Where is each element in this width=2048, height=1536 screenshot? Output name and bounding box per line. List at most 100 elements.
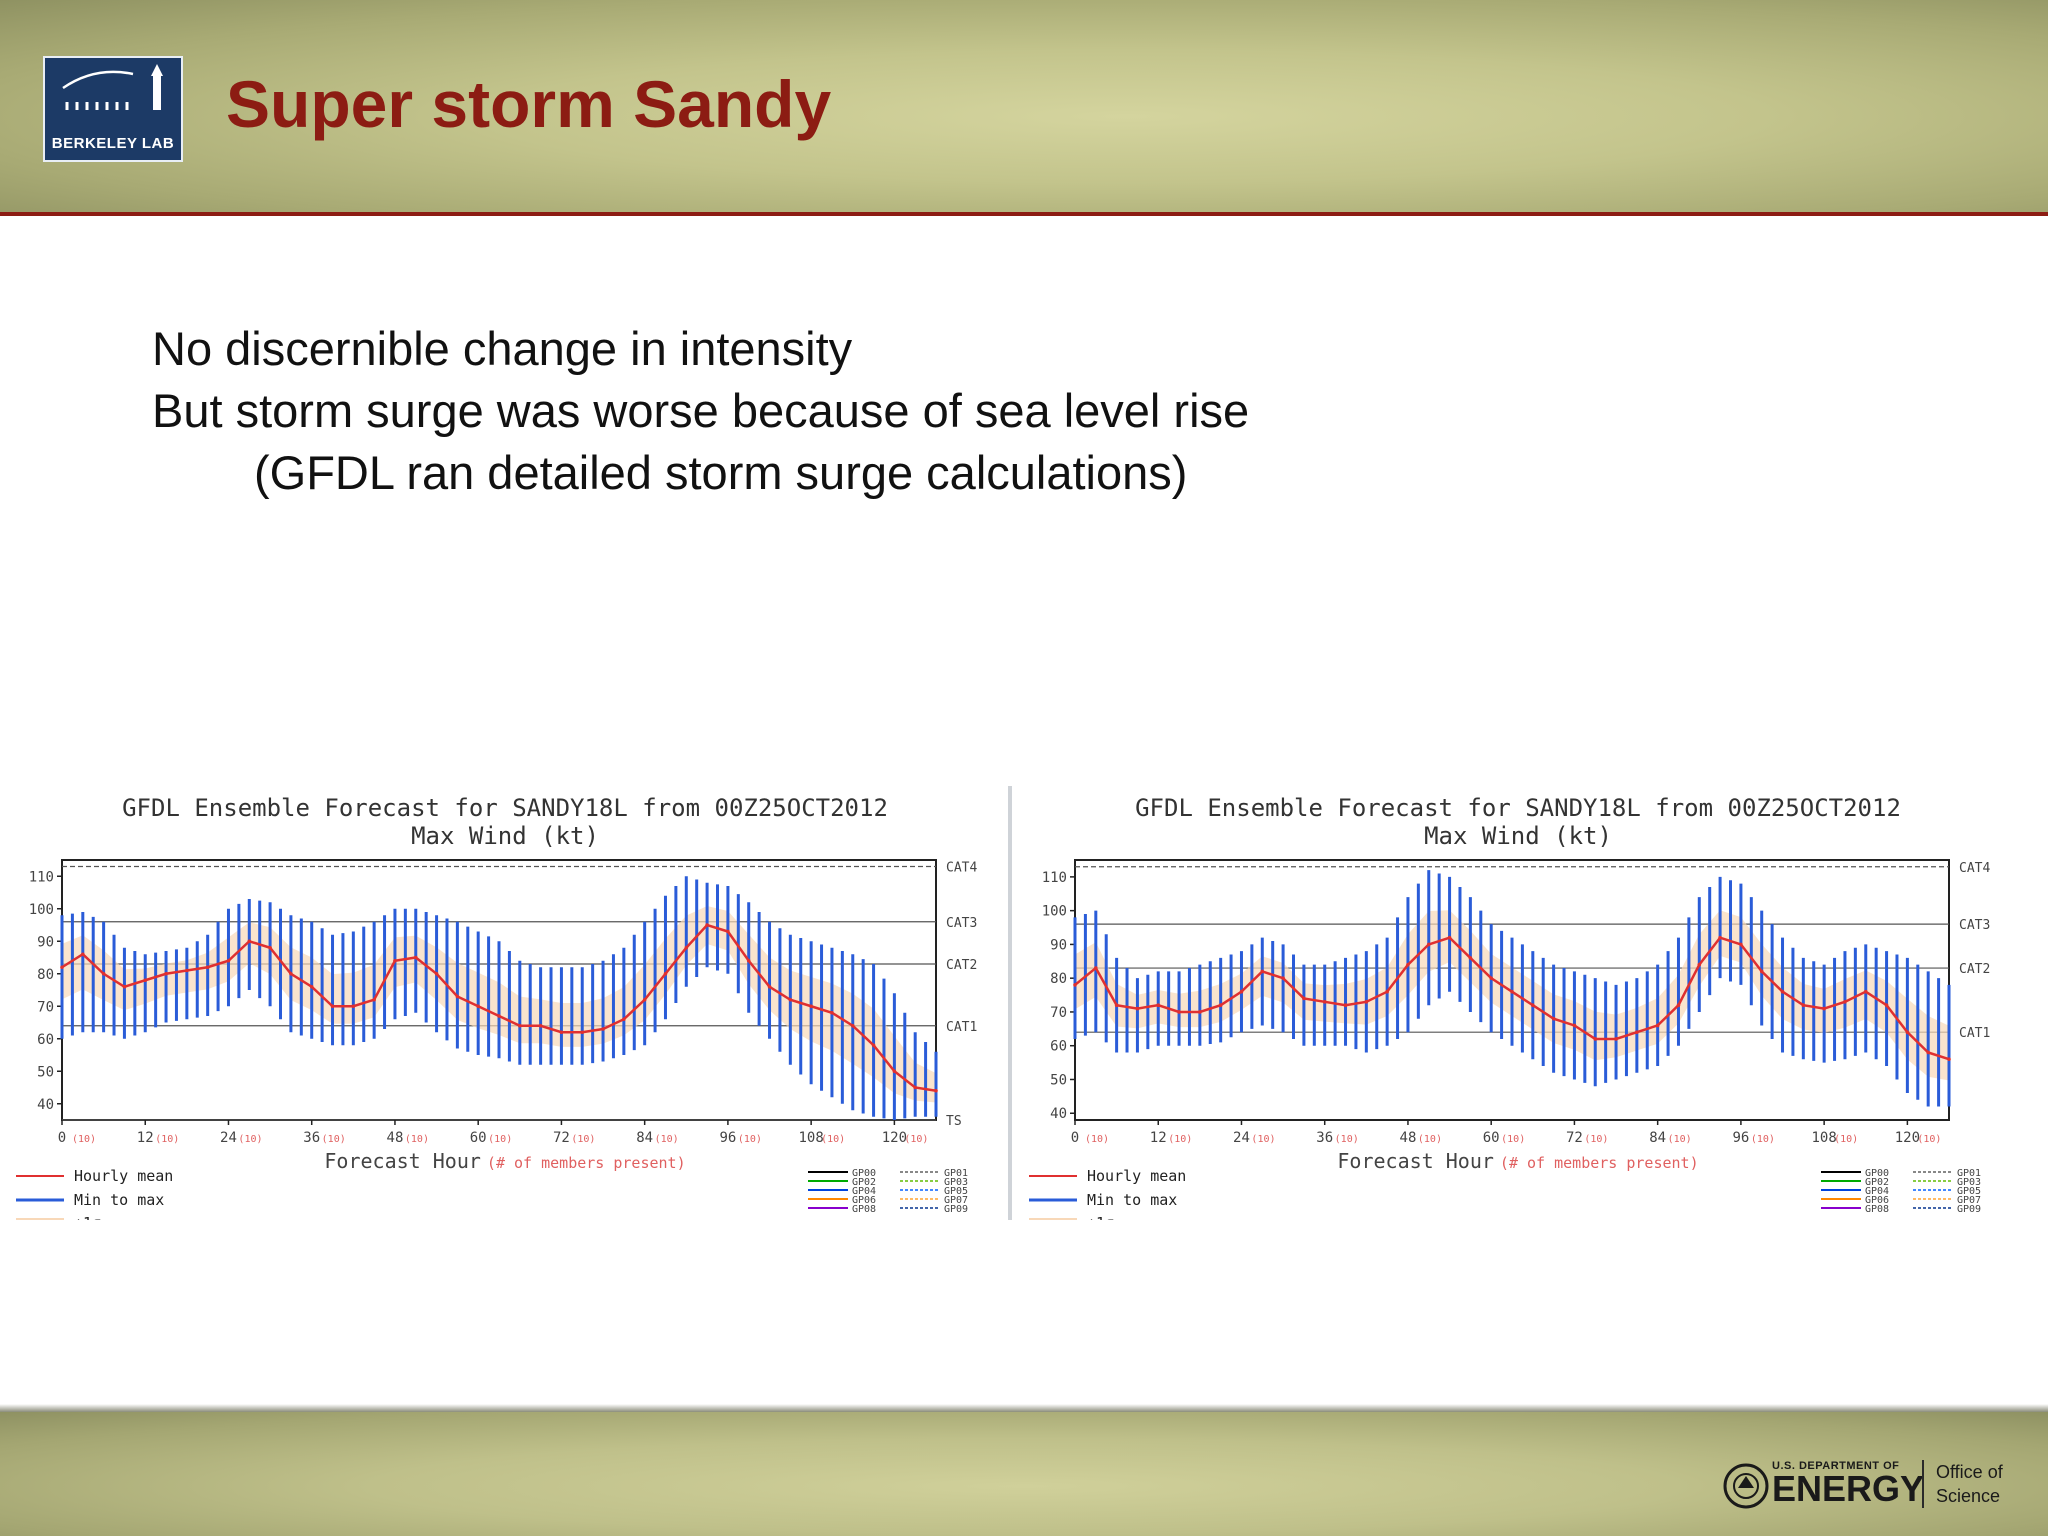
x-tick-label: 60 xyxy=(1483,1130,1500,1146)
x-tick-count: (10) xyxy=(655,1134,679,1145)
category-label-cat4: CAT4 xyxy=(1959,861,1990,876)
x-tick-count: (10) xyxy=(72,1134,96,1145)
y-tick-label: 80 xyxy=(1050,971,1067,987)
category-label-cat1: CAT1 xyxy=(1959,1026,1990,1041)
x-tick-count: (10) xyxy=(1251,1134,1275,1145)
x-tick-count: (10) xyxy=(488,1134,512,1145)
x-tick-count: (10) xyxy=(821,1134,845,1145)
y-tick-label: 70 xyxy=(1050,1005,1067,1021)
x-tick-label: 84 xyxy=(636,1130,653,1146)
slide-title: Super storm Sandy xyxy=(226,67,832,141)
x-tick-count: (10) xyxy=(155,1134,179,1145)
office-line-2: Science xyxy=(1936,1486,2001,1506)
mean-point xyxy=(1281,976,1285,980)
mean-point xyxy=(1239,989,1244,994)
mean-point xyxy=(726,929,730,934)
member-legend-label: GP00 xyxy=(1865,1168,1889,1179)
mean-point xyxy=(913,1085,917,1090)
mean-point xyxy=(101,971,106,976)
mean-point xyxy=(434,971,439,976)
mean-point xyxy=(1947,1057,1951,1062)
mean-point xyxy=(1718,935,1722,940)
office-line-1: Office of xyxy=(1936,1462,2003,1482)
mean-point xyxy=(1739,942,1743,947)
mean-point xyxy=(1780,989,1785,994)
berkeley-lab-logo: BERKELEY LAB xyxy=(43,56,183,162)
legend-sigma-label: ±1σ xyxy=(74,1214,101,1220)
header-divider xyxy=(0,212,2048,216)
x-tick-label: 12 xyxy=(137,1130,154,1146)
berkeley-lab-emblem-icon xyxy=(62,64,163,110)
bullet-line-3: (GFDL ran detailed storm surge calculati… xyxy=(254,446,1188,499)
x-tick-label: 12 xyxy=(1150,1130,1167,1146)
member-legend-label: GP04 xyxy=(1865,1186,1889,1197)
x-tick-count: (10) xyxy=(904,1134,928,1145)
mean-point xyxy=(1489,976,1493,980)
mean-point xyxy=(1447,935,1452,940)
x-tick-label: 24 xyxy=(220,1130,237,1146)
mean-point xyxy=(892,1069,897,1074)
chart-subtitle: Max Wind (kt) xyxy=(411,822,599,850)
y-tick-label: 100 xyxy=(1042,904,1067,920)
ensemble-forecast-chart-right: GFDL Ensemble Forecast for SANDY18L from… xyxy=(1029,794,1990,1220)
mean-point xyxy=(393,958,397,963)
doe-separator xyxy=(1922,1460,1924,1508)
mean-point xyxy=(1822,1006,1826,1011)
mean-point xyxy=(205,965,210,970)
x-tick-label: 120 xyxy=(1895,1130,1920,1146)
x-tick-label: 24 xyxy=(1233,1130,1250,1146)
y-tick-label: 50 xyxy=(1050,1072,1067,1088)
legend-sigma-swatch xyxy=(16,1218,64,1220)
doe-seal-icon xyxy=(1723,1463,1769,1509)
x-axis-label: Forecast Hour (# of members present) xyxy=(1337,1149,1698,1173)
x-tick-count: (10) xyxy=(1168,1134,1192,1145)
member-legend-label: GP07 xyxy=(944,1195,968,1206)
x-tick-count: (10) xyxy=(738,1134,762,1145)
mean-point xyxy=(830,1010,834,1015)
mean-point xyxy=(351,1004,356,1009)
member-legend-label: GP09 xyxy=(944,1204,968,1215)
mean-point xyxy=(1551,1016,1556,1021)
mean-point xyxy=(372,997,376,1002)
mean-point xyxy=(1593,1037,1598,1041)
mean-point xyxy=(497,1014,501,1018)
mean-point xyxy=(1385,989,1389,994)
category-label-cat1: CAT1 xyxy=(946,1020,977,1035)
chart-title: GFDL Ensemble Forecast for SANDY18L from… xyxy=(122,794,888,822)
x-tick-count: (10) xyxy=(1085,1134,1109,1145)
y-tick-label: 110 xyxy=(1042,870,1067,886)
mean-point xyxy=(164,971,168,976)
mean-point xyxy=(809,1004,813,1009)
legend-mean-label: Hourly mean xyxy=(1087,1167,1186,1185)
mean-point xyxy=(1655,1023,1660,1028)
mean-point xyxy=(309,984,314,989)
mean-point xyxy=(850,1023,855,1028)
member-legend-label: GP08 xyxy=(1865,1204,1889,1215)
logo-text: BERKELEY LAB xyxy=(51,135,175,152)
mean-point xyxy=(289,971,293,976)
x-tick-count: (10) xyxy=(238,1134,262,1145)
legend-minmax-label: Min to max xyxy=(1087,1191,1177,1209)
category-label-cat2: CAT2 xyxy=(1959,962,1990,977)
mean-point xyxy=(1302,996,1306,1001)
mean-point xyxy=(1697,962,1702,967)
chart-title: GFDL Ensemble Forecast for SANDY18L from… xyxy=(1135,794,1901,822)
mean-point xyxy=(663,971,668,976)
mean-point xyxy=(185,968,189,973)
mean-point xyxy=(455,994,460,999)
member-legend-label: GP04 xyxy=(852,1186,876,1197)
x-tick-count: (10) xyxy=(1668,1134,1692,1145)
x-axis-label: Forecast Hour (# of members present) xyxy=(324,1149,685,1173)
x-tick-count: (10) xyxy=(405,1134,429,1145)
mean-point xyxy=(476,1004,480,1009)
mean-point xyxy=(268,945,272,950)
x-tick-label: 36 xyxy=(1316,1130,1333,1146)
category-label-cat4: CAT4 xyxy=(946,861,977,876)
legend-sigma-swatch xyxy=(1029,1218,1077,1220)
x-tick-label: 108 xyxy=(798,1130,823,1146)
y-tick-label: 60 xyxy=(1050,1039,1067,1055)
y-tick-label: 90 xyxy=(1050,937,1067,953)
x-tick-label: 72 xyxy=(553,1130,570,1146)
mean-point xyxy=(1884,1003,1889,1007)
member-legend-label: GP02 xyxy=(852,1177,876,1188)
